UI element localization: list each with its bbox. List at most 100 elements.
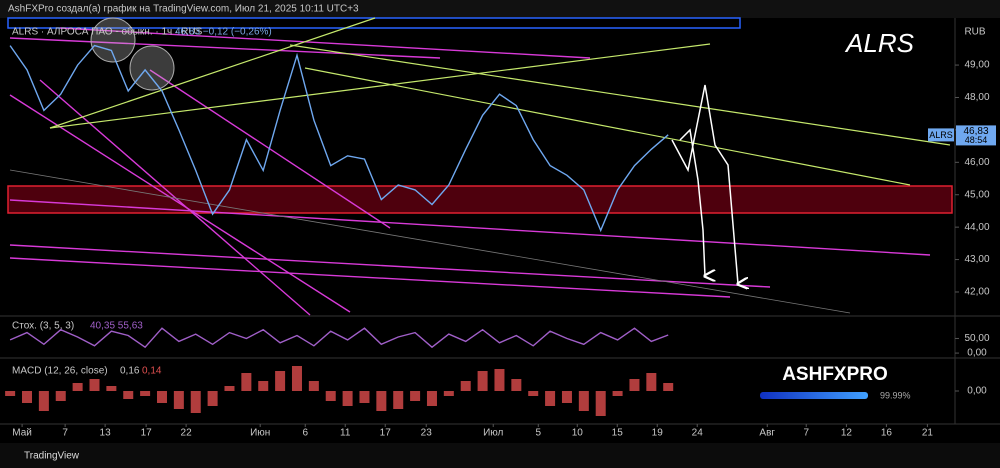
- x-tick-label: 12: [841, 428, 853, 439]
- histogram-bar: [308, 381, 319, 391]
- y-tick-label: 43,00: [964, 254, 989, 265]
- x-tick-label: 17: [141, 428, 153, 439]
- logo-percent: 99.99%: [880, 390, 911, 400]
- histogram-bar: [511, 379, 522, 391]
- price-line: [9, 327, 669, 349]
- histogram-bar: [5, 391, 16, 396]
- trend-lines: [9, 17, 951, 316]
- histogram-bar: [410, 391, 421, 401]
- histogram-bar: [561, 391, 572, 403]
- histogram-bar: [612, 391, 623, 396]
- y-tick-label: 49,00: [964, 60, 989, 71]
- macd-title: MACD (12, 26, close): [12, 366, 108, 377]
- resistance-zone: [7, 185, 953, 214]
- histogram-bar: [578, 391, 589, 411]
- histogram-bar: [376, 391, 387, 411]
- forecast-arrow: [679, 128, 705, 276]
- stoch-title: Стох. (3, 5, 3): [12, 321, 74, 332]
- x-tick-label: 19: [652, 428, 664, 439]
- symbol-tag-text: ALRS: [929, 130, 953, 140]
- histogram-bar: [663, 383, 674, 391]
- x-tick-label: Июн: [250, 428, 270, 439]
- histogram-bar: [275, 371, 286, 391]
- price-tag-countdown: 48:54: [965, 135, 988, 145]
- highlight-circle: [129, 45, 175, 91]
- forecast-arrow: [671, 84, 738, 284]
- macd-value: 0,14: [142, 366, 162, 377]
- histogram-bar: [241, 373, 252, 391]
- highlight-circle: [90, 17, 136, 63]
- y-tick-label: 44,00: [964, 222, 989, 233]
- histogram-bar: [258, 381, 269, 391]
- legend: ALRS · АЛРОСА ПАО - обыкн. · 1ч · RUS: [12, 26, 203, 38]
- histogram-bar: [72, 383, 83, 391]
- histogram-bar: [325, 391, 336, 401]
- histogram-bar: [359, 391, 370, 403]
- price-tag-value: 46,83: [963, 126, 988, 137]
- histogram-bar: [89, 379, 100, 391]
- histogram-bar: [477, 371, 488, 391]
- histogram-bar: [106, 386, 117, 391]
- histogram-bar: [55, 391, 66, 401]
- histogram-bar: [291, 366, 302, 391]
- x-tick-label: 24: [692, 428, 704, 439]
- x-tick-label: 7: [62, 428, 68, 439]
- histogram-bar: [38, 391, 49, 411]
- histogram-bar: [342, 391, 353, 406]
- x-tick-label: 13: [100, 428, 112, 439]
- x-tick-label: 5: [535, 428, 541, 439]
- histogram-bar: [460, 381, 471, 391]
- y-tick-label: 0,00: [967, 348, 987, 359]
- y-tick-label: 0,00: [967, 386, 987, 397]
- footer-bar: [0, 443, 1000, 468]
- x-tick-label: Июл: [483, 428, 503, 439]
- logo-bar: [760, 392, 868, 399]
- x-tick-label: 17: [380, 428, 392, 439]
- histogram-bar: [443, 391, 454, 396]
- x-tick-label: 15: [612, 428, 624, 439]
- histogram-bar: [207, 391, 218, 406]
- legend-values: 46,83 −0,12 (−0,26%): [175, 27, 272, 38]
- histogram-bar: [123, 391, 134, 399]
- histogram-bar: [21, 391, 32, 403]
- x-tick-label: Авг: [759, 428, 775, 439]
- footer-brand: TradingView: [24, 451, 80, 462]
- symbol-title: ALRS: [844, 28, 915, 58]
- histogram-bar: [140, 391, 151, 396]
- x-tick-label: 6: [302, 428, 308, 439]
- x-tick-label: Май: [12, 428, 32, 439]
- histogram-bar: [528, 391, 539, 396]
- histogram-bar: [190, 391, 201, 413]
- histogram-bar: [173, 391, 184, 409]
- histogram-bar: [393, 391, 404, 409]
- histogram-bar: [224, 386, 235, 391]
- x-tick-label: 10: [572, 428, 584, 439]
- histogram-bar: [629, 379, 640, 391]
- x-tick-label: 11: [340, 428, 351, 439]
- x-tick-label: 21: [922, 428, 934, 439]
- stoch-values: 40,35 55,63: [90, 321, 143, 332]
- header-text: AshFXPro создал(а) график на TradingView…: [8, 3, 359, 15]
- price-tag: [956, 125, 996, 146]
- histogram-bar: [595, 391, 606, 416]
- y-tick-label: 46,00: [964, 157, 989, 168]
- macd-value: 0,16: [120, 366, 140, 377]
- histogram-bar: [426, 391, 437, 406]
- histogram-bar: [545, 391, 556, 406]
- histogram-bar: [156, 391, 167, 403]
- symbol-tag: [928, 128, 954, 142]
- logo: ASHFXPRO: [782, 364, 888, 385]
- x-tick-label: 7: [803, 428, 809, 439]
- x-tick-label: 16: [881, 428, 893, 439]
- currency: RUB: [964, 27, 985, 38]
- x-tick-label: 23: [421, 428, 433, 439]
- histogram-bar: [494, 369, 505, 391]
- y-tick-label: 42,00: [964, 287, 989, 298]
- y-tick-label: 48,00: [964, 92, 989, 103]
- price-line: [9, 44, 669, 233]
- histogram-bar: [646, 373, 657, 391]
- y-tick-label: 45,00: [964, 189, 989, 200]
